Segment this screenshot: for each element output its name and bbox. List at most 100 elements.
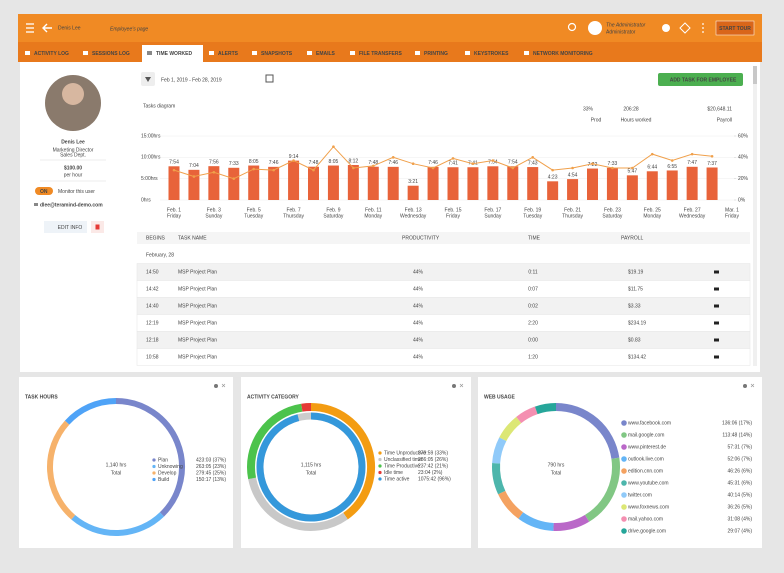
settings-icon[interactable] <box>452 384 456 388</box>
table-row[interactable] <box>136 280 751 298</box>
widget-title: WEB USAGE <box>484 394 516 400</box>
table-row[interactable] <box>136 314 751 332</box>
donut-segment[interactable] <box>115 398 185 517</box>
search-icon[interactable] <box>567 22 577 32</box>
tab[interactable]: ALERTS <box>218 51 239 57</box>
trash-icon[interactable] <box>95 224 100 230</box>
settings-icon[interactable] <box>662 24 670 32</box>
tab[interactable]: EMAILS <box>316 51 336 57</box>
tab-icon[interactable] <box>252 51 257 55</box>
donut-segment[interactable] <box>584 457 620 522</box>
x-tick-label: Feb. 25 <box>644 207 661 213</box>
row-icon[interactable] <box>714 287 719 291</box>
donut-segment[interactable] <box>47 420 76 520</box>
sort-icon[interactable] <box>145 77 151 82</box>
bar-label: 5:47 <box>627 169 637 175</box>
tab-icon[interactable] <box>83 51 88 55</box>
bar <box>587 168 598 200</box>
table-cell: $0.83 <box>628 337 641 343</box>
table-cell: 1:20 <box>528 354 538 360</box>
tab[interactable]: KEYSTROKES <box>474 51 509 57</box>
settings-icon[interactable] <box>214 384 218 388</box>
tab-icon[interactable] <box>350 51 355 55</box>
tab[interactable]: FILE TRANSFERS <box>359 51 402 57</box>
add-task-button[interactable] <box>658 73 743 86</box>
x-tick-sublabel: Friday <box>446 213 460 219</box>
monitor-toggle[interactable] <box>35 187 53 195</box>
donut-segment[interactable] <box>499 416 522 442</box>
line-point <box>292 159 295 162</box>
donut-segment[interactable] <box>247 403 303 480</box>
row-icon[interactable] <box>714 338 719 342</box>
donut-total-caption: Total <box>111 470 122 476</box>
row-icon[interactable] <box>714 270 719 274</box>
row-icon[interactable] <box>714 304 719 308</box>
donut-segment[interactable] <box>492 462 506 495</box>
donut-segment[interactable] <box>256 412 366 522</box>
tab[interactable]: SNAPSHOTS <box>261 51 293 57</box>
donut-segment[interactable] <box>64 398 117 425</box>
more-icon[interactable] <box>702 23 704 33</box>
tab[interactable]: PRINTING <box>424 51 448 57</box>
add-task-label[interactable]: ADD TASK FOR EMPLOYEE <box>670 77 737 83</box>
row-icon[interactable] <box>714 355 719 359</box>
donut-segment[interactable] <box>518 512 554 531</box>
tour-button[interactable] <box>715 20 755 36</box>
close-icon[interactable] <box>221 383 226 388</box>
tab-icon[interactable] <box>209 51 214 55</box>
tab[interactable]: ACTIVITY LOG <box>34 51 69 57</box>
scroll-thumb[interactable] <box>753 66 757 84</box>
bar <box>248 165 260 200</box>
back-icon[interactable] <box>42 23 52 33</box>
donut-segment[interactable] <box>516 406 538 424</box>
tab-icon[interactable] <box>465 51 470 55</box>
row-icon[interactable] <box>714 321 719 325</box>
tour-label[interactable]: START TOUR <box>719 26 751 32</box>
table-row[interactable] <box>136 331 751 349</box>
line-point <box>631 166 634 170</box>
alert-icon[interactable] <box>679 22 691 34</box>
active-tab[interactable] <box>142 45 203 62</box>
tab-icon[interactable] <box>147 51 152 55</box>
donut-segment[interactable] <box>301 402 312 412</box>
donut-segment[interactable] <box>498 490 524 519</box>
edit-label[interactable]: EDIT INFO <box>58 225 83 231</box>
line-point <box>371 164 375 168</box>
table-cell: 44% <box>413 269 424 275</box>
bar-label: 6:55 <box>667 164 677 170</box>
calendar-icon[interactable] <box>265 74 274 83</box>
tab[interactable]: SESSIONS LOG <box>92 51 130 57</box>
bar <box>527 167 539 200</box>
legend-value: 1075:42 (96%) <box>418 476 451 482</box>
tab-icon[interactable] <box>25 51 30 55</box>
settings-icon[interactable] <box>743 384 747 388</box>
legend-label: edition.cnn.com <box>628 468 663 474</box>
donut-segment[interactable] <box>492 437 507 464</box>
donut-segment[interactable] <box>534 403 557 415</box>
donut-segment[interactable] <box>310 403 376 520</box>
donut-segment[interactable] <box>555 403 620 459</box>
close-icon[interactable] <box>459 383 464 388</box>
donut-segment[interactable] <box>553 514 590 531</box>
avatar[interactable] <box>588 21 602 35</box>
tab[interactable]: TIME WORKED <box>156 51 192 57</box>
table-cell: MSP Project Plan <box>178 269 217 275</box>
table-row[interactable] <box>136 297 751 315</box>
tab[interactable]: NETWORK MONITORING <box>533 51 593 57</box>
legend-value: 150:17 (13%) <box>196 477 226 483</box>
tab-icon[interactable] <box>415 51 420 55</box>
tab-icon[interactable] <box>307 51 312 55</box>
column-header: PAYROLL <box>621 235 644 241</box>
donut-segment[interactable] <box>248 477 348 531</box>
scrollbar <box>753 66 757 366</box>
table-row[interactable] <box>136 263 751 281</box>
donut-segment[interactable] <box>71 512 165 536</box>
table-row[interactable] <box>136 348 751 366</box>
table-cell: 44% <box>413 303 424 309</box>
close-icon[interactable] <box>750 383 755 388</box>
tab-icon[interactable] <box>524 51 529 55</box>
toggle-label[interactable]: ON <box>40 189 48 195</box>
edit-button[interactable] <box>44 221 87 233</box>
menu-icon[interactable] <box>26 23 34 33</box>
legend-label: Build <box>158 477 169 483</box>
